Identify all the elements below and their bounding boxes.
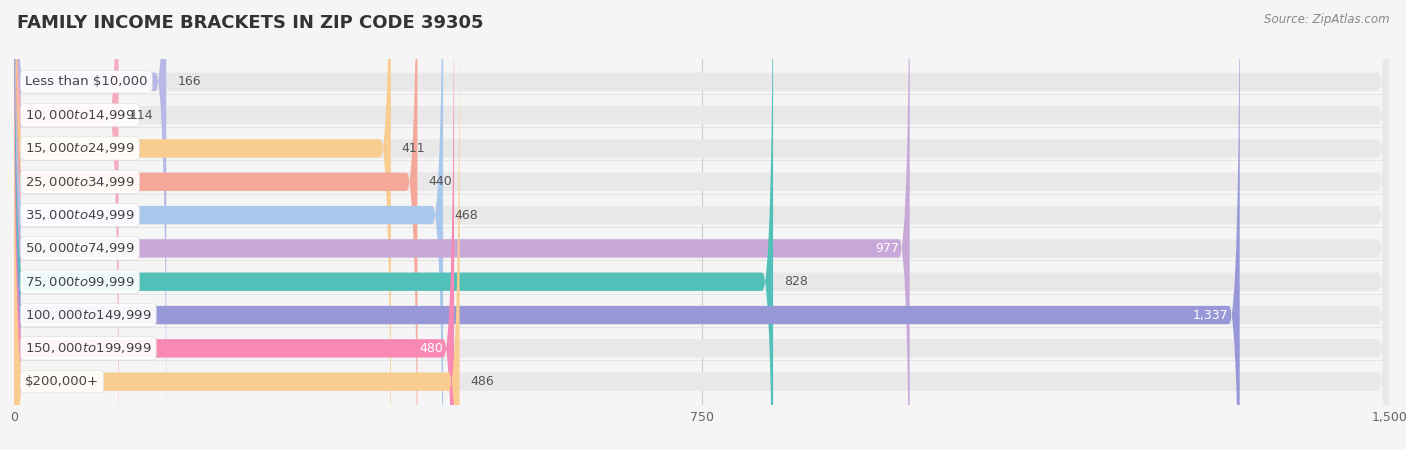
Text: 166: 166	[177, 75, 201, 88]
FancyBboxPatch shape	[14, 0, 1389, 450]
FancyBboxPatch shape	[14, 0, 1389, 450]
FancyBboxPatch shape	[14, 0, 460, 450]
FancyBboxPatch shape	[14, 0, 1389, 450]
Text: FAMILY INCOME BRACKETS IN ZIP CODE 39305: FAMILY INCOME BRACKETS IN ZIP CODE 39305	[17, 14, 484, 32]
FancyBboxPatch shape	[14, 0, 1389, 450]
FancyBboxPatch shape	[14, 0, 773, 450]
Text: $75,000 to $99,999: $75,000 to $99,999	[25, 275, 135, 289]
Text: 114: 114	[129, 108, 153, 122]
Text: 468: 468	[454, 209, 478, 221]
FancyBboxPatch shape	[14, 0, 1389, 450]
Text: 977: 977	[875, 242, 898, 255]
Text: $50,000 to $74,999: $50,000 to $74,999	[25, 241, 135, 256]
FancyBboxPatch shape	[14, 0, 443, 450]
Text: 411: 411	[402, 142, 426, 155]
FancyBboxPatch shape	[14, 0, 454, 450]
FancyBboxPatch shape	[14, 0, 1389, 450]
Text: $25,000 to $34,999: $25,000 to $34,999	[25, 175, 135, 189]
Text: 480: 480	[419, 342, 443, 355]
FancyBboxPatch shape	[14, 0, 1389, 450]
Text: $35,000 to $49,999: $35,000 to $49,999	[25, 208, 135, 222]
FancyBboxPatch shape	[14, 0, 1389, 450]
FancyBboxPatch shape	[14, 0, 1389, 450]
FancyBboxPatch shape	[14, 0, 118, 450]
FancyBboxPatch shape	[14, 0, 1389, 450]
Text: Source: ZipAtlas.com: Source: ZipAtlas.com	[1264, 14, 1389, 27]
FancyBboxPatch shape	[14, 0, 391, 450]
FancyBboxPatch shape	[14, 0, 1240, 450]
Text: 486: 486	[471, 375, 495, 388]
Text: Less than $10,000: Less than $10,000	[25, 75, 148, 88]
Text: $15,000 to $24,999: $15,000 to $24,999	[25, 141, 135, 155]
FancyBboxPatch shape	[14, 0, 418, 450]
Text: $10,000 to $14,999: $10,000 to $14,999	[25, 108, 135, 122]
Text: 828: 828	[785, 275, 808, 288]
FancyBboxPatch shape	[14, 0, 166, 450]
Text: $200,000+: $200,000+	[25, 375, 98, 388]
Text: 440: 440	[429, 175, 453, 188]
FancyBboxPatch shape	[14, 0, 910, 450]
Text: $150,000 to $199,999: $150,000 to $199,999	[25, 342, 152, 356]
Text: $100,000 to $149,999: $100,000 to $149,999	[25, 308, 152, 322]
Text: 1,337: 1,337	[1194, 309, 1229, 322]
